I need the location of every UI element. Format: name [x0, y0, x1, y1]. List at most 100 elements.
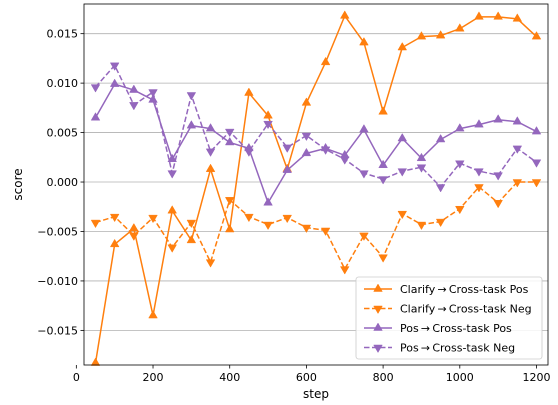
data-point: [148, 310, 158, 319]
data-point: [493, 114, 503, 123]
data-point: [531, 159, 542, 168]
data-point: [109, 78, 120, 87]
legend-item: Clarify → Cross-task Pos: [364, 283, 529, 296]
data-point: [282, 164, 293, 173]
y-axis-label: score: [11, 168, 25, 200]
data-point: [474, 119, 484, 128]
data-point: [474, 184, 484, 193]
data-point: [531, 31, 542, 40]
y-tick-label: −0.010: [37, 275, 78, 288]
data-point: [129, 102, 139, 111]
legend-label: Clarify → Cross-task Pos: [400, 283, 529, 296]
legend-label: Pos → Cross-task Neg: [400, 342, 515, 355]
x-tick-label: 800: [373, 371, 394, 384]
legend-item: Pos → Cross-task Neg: [364, 342, 515, 355]
y-tick-label: 0.005: [47, 127, 79, 140]
data-point: [474, 168, 484, 177]
data-point: [90, 357, 101, 366]
legend-marker: [373, 305, 383, 315]
data-point: [359, 37, 369, 46]
data-point: [109, 62, 120, 71]
data-point: [378, 176, 388, 185]
data-point: [129, 223, 139, 232]
y-tick-label: −0.005: [37, 225, 78, 238]
data-point: [167, 244, 177, 253]
data-point: [244, 87, 254, 96]
data-point: [129, 232, 139, 241]
data-point: [90, 84, 101, 93]
legend-label: Clarify → Cross-task Neg: [400, 303, 532, 316]
data-point: [416, 221, 427, 231]
data-point: [205, 148, 216, 157]
series-line: [95, 181, 537, 270]
legend-marker: [373, 283, 383, 292]
x-tick-label: 200: [143, 371, 164, 384]
data-point: [224, 224, 235, 233]
x-tick-label: 600: [296, 371, 317, 384]
y-axis-ticks: −0.015 −0.010 −0.005 0.000 0.005 0.010 0.015: [37, 28, 84, 337]
data-point: [397, 168, 408, 177]
data-point: [224, 128, 235, 138]
data-point: [129, 84, 139, 93]
data-point: [301, 147, 312, 157]
data-point: [378, 106, 388, 115]
legend-item: Clarify → Cross-task Neg: [364, 303, 532, 316]
data-point: [435, 218, 446, 228]
data-point: [512, 179, 523, 188]
data-point: [397, 210, 408, 220]
data-point: [359, 124, 369, 133]
data-point: [282, 144, 293, 153]
data-point: [378, 254, 388, 263]
data-point: [435, 133, 446, 143]
series-2: [90, 179, 542, 275]
legend-box: [355, 276, 543, 360]
data-point: [512, 145, 523, 154]
x-axis-ticks: 0 200 400 600 800 1000 1200: [73, 365, 550, 384]
data-point: [109, 238, 120, 248]
data-point: [531, 126, 542, 135]
data-point: [282, 214, 293, 224]
series-line: [94, 64, 537, 188]
data-point: [90, 112, 101, 121]
data-point: [224, 136, 235, 146]
data-point: [416, 31, 427, 40]
x-tick-label: 1200: [522, 371, 550, 384]
data-point: [263, 120, 273, 130]
legend-marker: [373, 344, 383, 354]
data-point: [455, 23, 465, 32]
data-point: [474, 11, 484, 20]
data-point: [186, 219, 197, 229]
x-tick-label: 0: [73, 371, 80, 384]
data-point: [205, 259, 216, 268]
data-point: [531, 179, 542, 188]
data-point: [263, 197, 273, 206]
data-point: [455, 123, 465, 132]
data-point: [167, 170, 177, 179]
x-tick-label: 400: [219, 371, 240, 384]
data-point: [378, 159, 388, 168]
plot-area-frame: [83, 3, 549, 366]
data-point: [435, 184, 446, 193]
series-4: [90, 62, 542, 193]
data-point: [416, 152, 427, 162]
data-point: [244, 148, 254, 157]
data-point: [339, 10, 350, 19]
data-point: [186, 120, 197, 129]
data-point: [301, 224, 312, 234]
y-tick-label: 0.015: [47, 28, 79, 41]
data-point: [109, 213, 120, 223]
data-point: [320, 146, 331, 155]
data-point: [301, 132, 312, 142]
data-point: [359, 170, 369, 179]
data-point: [148, 214, 158, 224]
data-point: [90, 219, 101, 229]
y-tick-label: 0.010: [47, 77, 79, 90]
data-point: [186, 92, 197, 101]
data-point: [301, 97, 312, 106]
data-point: [339, 266, 350, 275]
legend-label: Pos → Cross-task Pos: [400, 322, 512, 335]
data-point: [167, 205, 177, 214]
data-point: [186, 234, 197, 244]
data-point: [244, 213, 254, 223]
